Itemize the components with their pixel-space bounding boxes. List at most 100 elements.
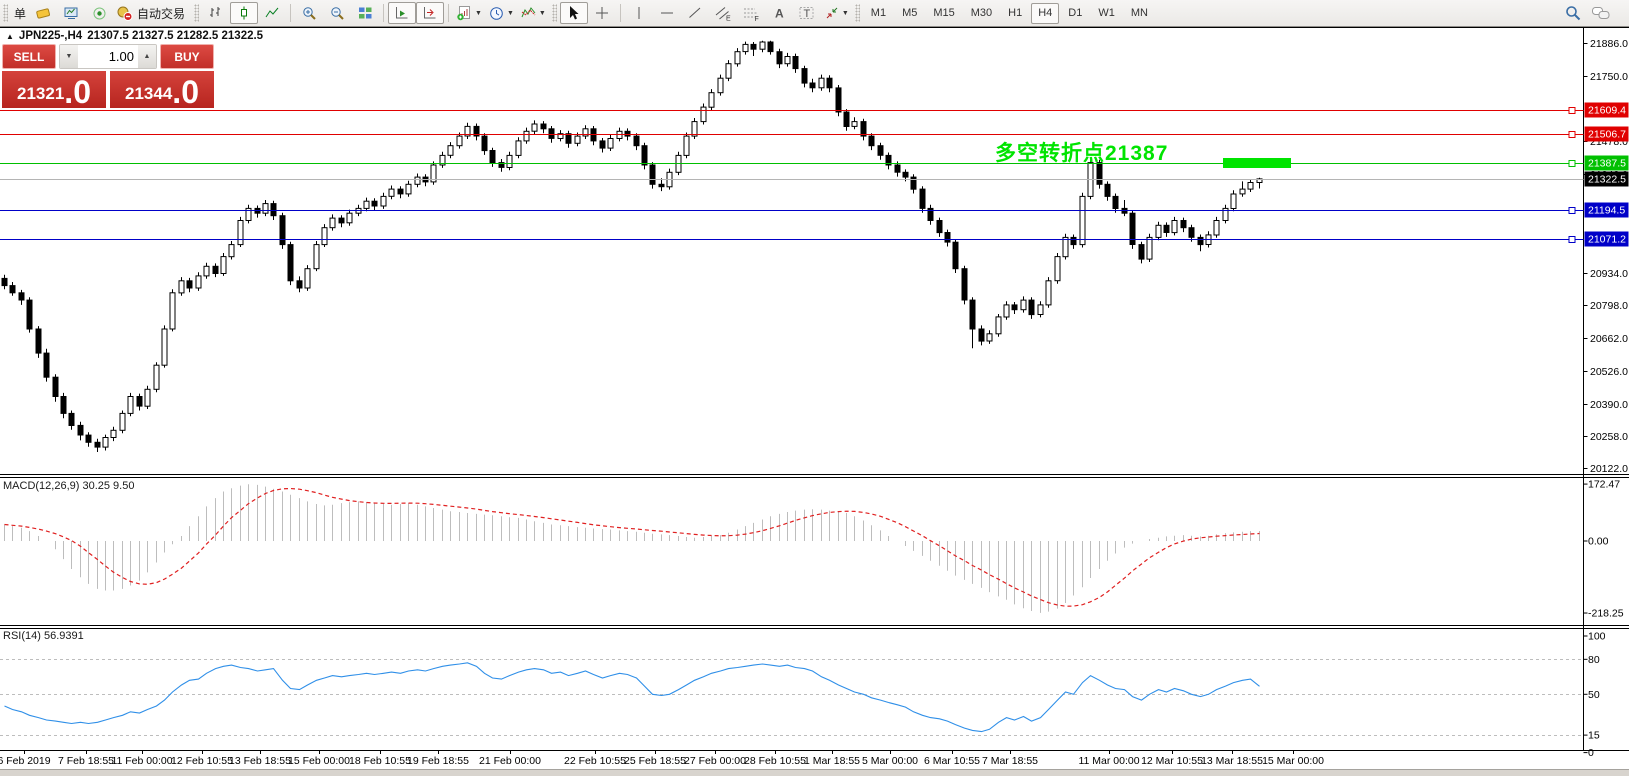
timeframe-h4[interactable]: H4 [1031, 2, 1060, 24]
signal-button[interactable] [85, 2, 113, 24]
pivot-highlight-box[interactable] [1223, 158, 1291, 168]
bar-chart-button[interactable] [202, 2, 230, 24]
zoom-in-button[interactable] [295, 2, 323, 24]
candle-bear [481, 135, 488, 152]
line-chart-button[interactable] [258, 2, 286, 24]
chart-title: ▲ JPN225-,H4 21307.5 21327.5 21282.5 213… [6, 30, 263, 42]
tile-windows-button[interactable] [351, 2, 379, 24]
time-tick-label: 27 Feb 00:00 [684, 755, 746, 767]
candle-bull [110, 429, 117, 438]
candle-bear [1112, 195, 1119, 209]
price-axis[interactable]: 21886.021750.021478.021342.020934.020798… [1583, 38, 1629, 475]
time-tick-label: 13 Feb 18:55 [229, 755, 291, 767]
chart-shift-icon [422, 5, 438, 21]
rsi-tick-label: 100 [1588, 631, 1606, 643]
collapse-triangle-icon[interactable]: ▲ [6, 31, 14, 41]
candle-bull [153, 364, 160, 390]
timeframe-w1[interactable]: W1 [1098, 7, 1115, 19]
terminal-button[interactable] [57, 2, 85, 24]
crosshair-icon [594, 5, 610, 21]
level-handle-pivot-green[interactable] [1568, 160, 1576, 167]
vertical-line-tool[interactable] [625, 2, 653, 24]
period-button[interactable]: ▼ [485, 2, 517, 24]
toolbar-grip[interactable] [3, 4, 8, 22]
candlestick-chart-button[interactable] [230, 2, 259, 24]
volume-input[interactable] [78, 45, 138, 68]
timeframe-m5[interactable]: M5 [902, 7, 918, 19]
toolbar-grip[interactable] [854, 4, 860, 22]
zoom-out-button[interactable] [323, 2, 351, 24]
horizontal-line-tool[interactable] [653, 2, 681, 24]
price-tick-label: 20526.0 [1590, 366, 1628, 378]
price-badge-current-price[interactable] [1584, 171, 1629, 187]
candle-bull [1247, 182, 1254, 190]
cursor-icon [566, 5, 581, 21]
time-tick-label: 6 Mar 10:55 [924, 755, 980, 767]
candle-bull [195, 275, 202, 289]
candle-bear [826, 77, 833, 89]
candle-bull [220, 256, 227, 275]
sell-button[interactable]: SELL [2, 44, 56, 69]
candle-bear [1096, 162, 1103, 185]
sell-price-display[interactable]: 21321.0 [2, 71, 106, 108]
autotrade-button[interactable]: 自动交易 [113, 2, 191, 24]
timeframe-d1[interactable]: D1 [1068, 7, 1083, 19]
dropdown-arrow-icon: ▼ [841, 9, 849, 17]
indicators-button[interactable]: ▼ [517, 2, 549, 24]
text-label-tool[interactable]: T [793, 2, 821, 24]
candle-bear [969, 299, 976, 330]
candle-bear [936, 220, 943, 234]
arrows-tool[interactable]: ▼ [821, 2, 852, 24]
timeframe-mn[interactable]: MN [1130, 7, 1148, 19]
price-badge-support-1[interactable] [1584, 202, 1629, 218]
toolbar-grip[interactable] [194, 4, 200, 22]
cursor-button[interactable] [559, 2, 588, 24]
level-lines[interactable] [0, 107, 1584, 243]
auto-scroll-button[interactable] [388, 2, 417, 24]
toolbar-grip[interactable] [551, 4, 557, 22]
volume-increase-button[interactable]: ▲ [138, 45, 156, 68]
level-handle-support-1[interactable] [1568, 207, 1576, 214]
pivot-annotation-text[interactable]: 多空转折点21387 [995, 142, 1169, 165]
candle-bear [649, 164, 656, 185]
search-icon [1564, 4, 1582, 22]
timeframe-h1[interactable]: H1 [1008, 7, 1023, 19]
candle-bear [1011, 304, 1018, 311]
volume-decrease-button[interactable]: ▼ [60, 45, 78, 68]
price-badge-resistance-1[interactable] [1584, 102, 1629, 118]
crosshair-button[interactable] [588, 2, 616, 24]
timeframe-m1[interactable]: M1 [870, 7, 887, 19]
candle-bear [136, 396, 143, 407]
level-handle-support-2[interactable] [1568, 236, 1576, 243]
new-order-button[interactable]: 单 [14, 6, 27, 21]
level-handle-resistance-2[interactable] [1568, 131, 1576, 138]
buy-price-display[interactable]: 21344.0 [110, 71, 214, 108]
text-tool[interactable]: A [765, 2, 793, 24]
annotation-objects[interactable] [1223, 158, 1291, 168]
chart-shift-button[interactable] [416, 2, 445, 24]
fibonacci-tool[interactable]: F [737, 2, 765, 24]
price-badge-resistance-2[interactable] [1584, 126, 1629, 142]
chat-button[interactable] [1587, 2, 1615, 24]
rsi-series [4, 662, 1260, 733]
candle-bear [750, 43, 757, 50]
new-chart-button[interactable]: ▼ [453, 2, 485, 24]
timeframe-m30[interactable]: M30 [970, 7, 993, 19]
trendline-tool[interactable] [681, 2, 709, 24]
dropdown-arrow-icon: ▼ [475, 9, 482, 17]
channel-tool[interactable]: E [709, 2, 737, 24]
price-badge-label: 21071.2 [1588, 234, 1626, 246]
price-badge-support-2[interactable] [1584, 231, 1629, 247]
candle-bull [574, 135, 581, 144]
buy-button[interactable]: BUY [160, 44, 214, 69]
level-handle-resistance-1[interactable] [1568, 107, 1576, 114]
search-button[interactable] [1559, 2, 1587, 24]
timeframe-m15[interactable]: M15 [933, 7, 955, 19]
price-badge-pivot-green[interactable] [1584, 155, 1629, 171]
price-badges[interactable]: 21609.4 21506.7 21387.5 21322.5 21194.5 21071… [1584, 102, 1629, 247]
order-tag-button[interactable] [29, 2, 57, 24]
price-badge-label: 21506.7 [1588, 129, 1626, 141]
toolbar-separator [448, 4, 450, 22]
